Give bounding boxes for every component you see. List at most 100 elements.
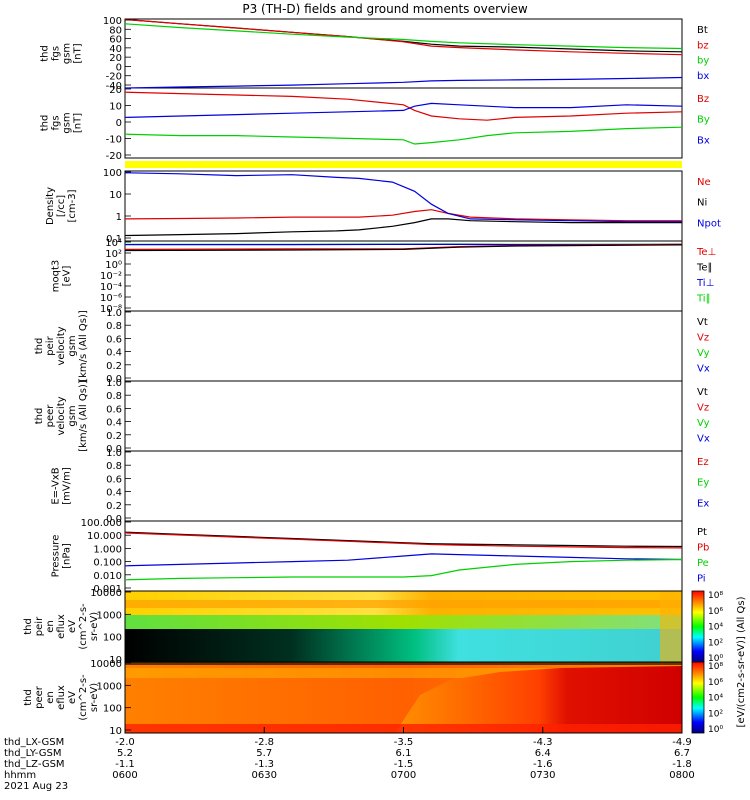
ytick-temperature-4: 10⁻⁴ bbox=[100, 282, 122, 293]
series-line-fgs-2 bbox=[124, 23, 683, 50]
legend-temperature-0: Te⊥ bbox=[696, 247, 716, 258]
ytick-fgs-gsm-2: 0 bbox=[116, 118, 122, 129]
ytick-peer-velocity-3: 0.4 bbox=[106, 418, 122, 429]
ytick-fgs-5: 0 bbox=[116, 62, 122, 73]
legend-peer-velocity-0: Vt bbox=[697, 387, 708, 398]
ytick-peer-eflux-2: 100 bbox=[103, 704, 122, 715]
legend-temperature-3: Ti∥ bbox=[696, 294, 711, 305]
xaxis-tick-hhmm-1: 0630 bbox=[252, 770, 277, 781]
xaxis-tick-hhmm-4: 0800 bbox=[669, 770, 694, 781]
ytick-pressure-4: 0.010 bbox=[93, 571, 122, 582]
xaxis-tick-hhmm-2: 0700 bbox=[391, 770, 416, 781]
panel-peer-velocity-frame bbox=[124, 380, 683, 452]
ytick-peer-eflux-1: 1000 bbox=[97, 681, 122, 692]
xaxis-tick-ly-3: 6.4 bbox=[535, 748, 551, 759]
ytick-peir-eflux-1: 1000 bbox=[97, 610, 122, 621]
xaxis-tick-ly-1: 5.7 bbox=[256, 748, 272, 759]
ytick-density-1: 10 bbox=[109, 190, 122, 201]
panel-density-frame bbox=[124, 170, 683, 242]
colorbar-tick-1-0: 10⁰ bbox=[708, 725, 723, 735]
ytick-pressure-3: 0.100 bbox=[93, 558, 122, 569]
ylabel-density: Density [/cc] [cm-3] bbox=[45, 187, 78, 225]
legend-temperature-2: Ti⊥ bbox=[696, 278, 714, 289]
ytick-efield-3: 0.4 bbox=[106, 488, 122, 499]
xaxis-tick-lx-4: -4.9 bbox=[672, 737, 692, 748]
legend-peer-velocity-3: Vx bbox=[697, 434, 710, 445]
ytick-efield-2: 0.6 bbox=[106, 474, 122, 485]
legend-density-1: Ni bbox=[697, 198, 707, 209]
legend-peer-velocity-2: Vy bbox=[697, 418, 710, 429]
legend-temperature-1: Te∥ bbox=[696, 263, 713, 274]
ytick-peir-velocity-4: 0.2 bbox=[106, 361, 122, 372]
ylabel-line-peir-velocity-1: peir bbox=[45, 335, 56, 355]
ylabel-peir-eflux: thd peir en eflux eV (cm^2-s-sr-eV) bbox=[23, 603, 100, 650]
ytick-efield-0: 1.0 bbox=[106, 448, 122, 459]
ylabel-line-fgs-0: thd bbox=[40, 45, 51, 62]
colorbar-tick-0-0: 10⁰ bbox=[708, 654, 723, 664]
legend-pressure-3: Pi bbox=[697, 574, 706, 585]
xaxis-row-label-1: thd_LY-GSM bbox=[4, 748, 61, 759]
series-line-fgs-gsm-1 bbox=[124, 126, 683, 145]
ylabel-line-peer-eflux-5: (cm^2-s- bbox=[78, 674, 89, 721]
ytick-pressure-0: 100.000 bbox=[81, 518, 122, 529]
ylabel-line-pressure-1: [nPa] bbox=[62, 543, 73, 569]
series-line-pressure-3 bbox=[124, 558, 683, 581]
ylabel-line-peir-eflux-6: sr-eV) bbox=[89, 612, 100, 641]
ylabel-line-peir-eflux-4: eV bbox=[67, 620, 78, 633]
ytick-peer-velocity-1: 0.8 bbox=[106, 391, 122, 402]
ylabel-line-density-2: [cm-3] bbox=[67, 189, 78, 222]
ytick-pressure-2: 1.000 bbox=[93, 544, 122, 555]
ytick-fgs-1: 80 bbox=[109, 25, 122, 36]
ytick-peir-velocity-1: 0.8 bbox=[106, 321, 122, 332]
panel-temperature-frame bbox=[124, 240, 683, 312]
xaxis-tick-lx-0: -2.0 bbox=[115, 737, 135, 748]
ytick-fgs-0: 100 bbox=[103, 16, 122, 27]
ylabel-line-peer-eflux-4: eV bbox=[67, 691, 78, 704]
xaxis-tick-lz-4: -1.8 bbox=[672, 759, 692, 770]
ylabel-line-pressure-0: Pressure bbox=[51, 535, 62, 578]
ylabel-peer-eflux: thd peer en eflux eV (cm^2-s-sr-eV) bbox=[23, 674, 100, 721]
ytick-efield-1: 0.8 bbox=[106, 461, 122, 472]
ytick-temperature-5: 10⁻⁶ bbox=[100, 293, 122, 304]
legend-peir-velocity-0: Vt bbox=[697, 317, 708, 328]
ylabel-line-peer-eflux-0: thd bbox=[23, 689, 34, 706]
ytick-fgs-gsm-4: -20 bbox=[106, 151, 122, 162]
ytick-peir-eflux-3: 10 bbox=[109, 655, 122, 666]
ytick-fgs-gsm-0: 20 bbox=[109, 85, 122, 96]
ylabel-fgs: thd fgs gsm [nT] bbox=[40, 43, 84, 64]
series-line-pressure-0 bbox=[124, 531, 683, 548]
series-line-pressure-2 bbox=[124, 553, 683, 567]
ylabel-line-peir-velocity-3: gsm bbox=[67, 335, 78, 356]
ytick-pressure-5: 0.001 bbox=[93, 584, 122, 595]
ytick-temperature-0: 10⁴ bbox=[105, 238, 122, 249]
ytick-fgs-gsm-3: -10 bbox=[106, 135, 122, 146]
xaxis-tick-ly-2: 6.1 bbox=[396, 748, 412, 759]
ylabel-peir-velocity: thd peir velocity gsm [km/s (All Qs)] bbox=[34, 310, 89, 382]
ylabel-line-density-0: Density bbox=[45, 187, 56, 225]
legend-density-2: Npot bbox=[697, 218, 721, 229]
legend-efield-1: Ey bbox=[697, 478, 709, 489]
colorbar-peer bbox=[691, 661, 705, 734]
legend-pressure-0: Pt bbox=[697, 527, 707, 538]
ytick-density-3: 0.1 bbox=[106, 234, 122, 245]
ylabel-line-peir-velocity-2: velocity bbox=[56, 326, 67, 365]
ytick-fgs-2: 60 bbox=[109, 35, 122, 46]
ylabel-line-peir-eflux-0: thd bbox=[23, 618, 34, 635]
panel-peir-velocity-frame bbox=[124, 310, 683, 382]
colorbar-tick-0-3: 10⁶ bbox=[708, 607, 723, 617]
ylabel-line-peir-eflux-1: peir bbox=[34, 616, 45, 636]
xaxis-tick-hhmm-3: 0730 bbox=[530, 770, 555, 781]
series-line-fgs-1 bbox=[124, 18, 683, 56]
ytick-peer-velocity-2: 0.6 bbox=[106, 404, 122, 415]
ytick-fgs-7: -40 bbox=[106, 81, 122, 92]
xaxis-tick-lz-2: -1.5 bbox=[394, 759, 414, 770]
series-line-temperature-3 bbox=[124, 244, 683, 252]
ylabel-line-peer-eflux-2: en bbox=[45, 691, 56, 704]
xaxis-tick-lz-3: -1.6 bbox=[533, 759, 553, 770]
colorbar-tick-1-1: 10² bbox=[708, 709, 723, 719]
ylabel-line-temperature-1: [eV] bbox=[62, 266, 73, 287]
panel-fgs-gsm-frame bbox=[124, 87, 683, 159]
legend-fgs-0: Bt bbox=[697, 25, 708, 36]
xaxis-tick-ly-4: 6.7 bbox=[674, 748, 690, 759]
